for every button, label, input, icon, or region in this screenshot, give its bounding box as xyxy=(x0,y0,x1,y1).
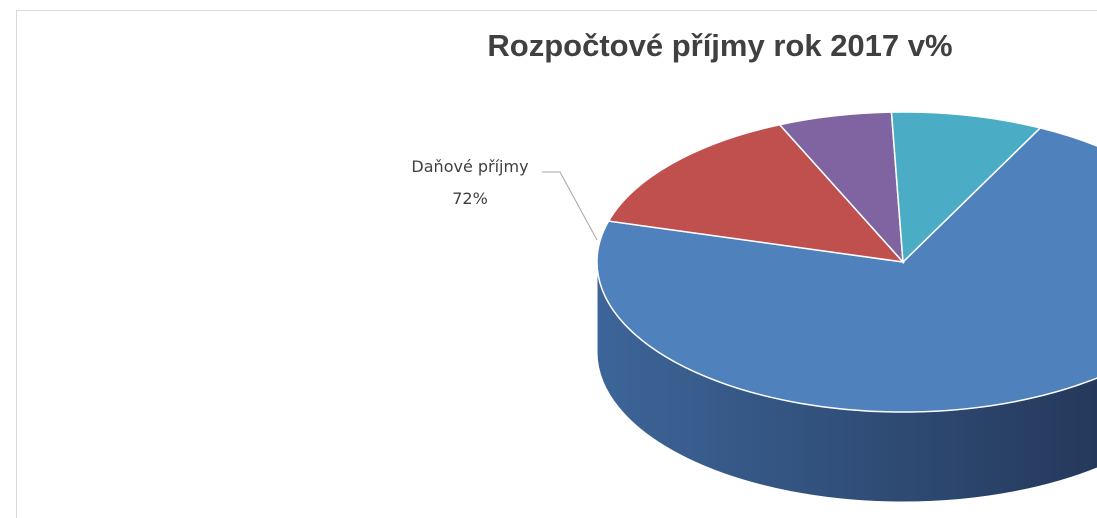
leader-line xyxy=(542,171,598,241)
pie-slice-0 xyxy=(596,127,1097,413)
chart-title: Rozpočtové příjmy rok 2017 v% xyxy=(487,28,953,63)
slice-pct-danove-prijmy: 72% xyxy=(452,189,488,208)
pie-slice-3 xyxy=(890,111,1042,264)
chart-frame xyxy=(16,10,1097,518)
pie-slice-1 xyxy=(607,123,905,264)
slice-label-danove-prijmy: Daňové příjmy xyxy=(411,157,528,176)
